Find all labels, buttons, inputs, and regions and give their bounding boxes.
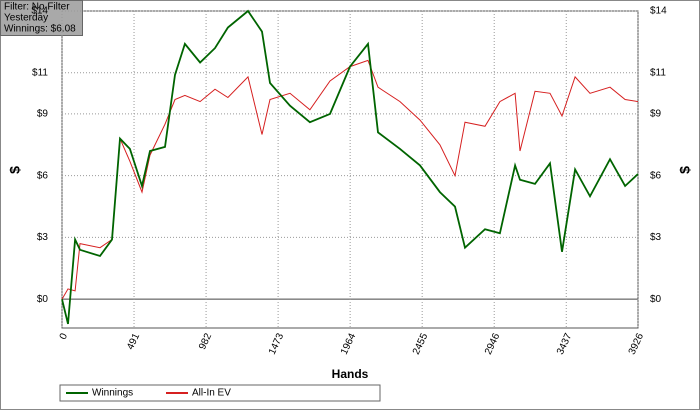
- y2-axis-title: $: [677, 166, 693, 174]
- x-tick-label: 0: [58, 331, 71, 341]
- legend: [59, 384, 381, 402]
- legend-label: Winnings: [92, 388, 133, 399]
- y2-tick-label: $14: [650, 6, 667, 17]
- y2-tick-label: $0: [650, 294, 662, 305]
- series-line: [61, 59, 639, 300]
- y2-tick-label: $11: [650, 67, 666, 78]
- y2-tick-label: $3: [650, 232, 662, 243]
- series-line: [61, 9, 639, 325]
- info-text: Filter: No Filter: [4, 2, 70, 13]
- info-text: Winnings: $6.08: [4, 24, 76, 35]
- legend-label: All-In EV: [192, 388, 231, 399]
- y-tick-label: $3: [37, 232, 49, 243]
- y2-tick-label: $6: [650, 170, 662, 181]
- info-text: Yesterday: [4, 13, 48, 24]
- info-box: [0, 0, 83, 36]
- y-axis-title: $: [7, 166, 23, 174]
- y-tick-label: $11: [32, 67, 48, 78]
- y-tick-label: $6: [37, 170, 49, 181]
- y2-tick-label: $9: [650, 109, 662, 120]
- y-tick-label: $14: [31, 6, 48, 17]
- y-tick-label: $0: [37, 294, 49, 305]
- x-axis-title: Hands: [332, 367, 369, 381]
- y-tick-label: $9: [37, 109, 49, 120]
